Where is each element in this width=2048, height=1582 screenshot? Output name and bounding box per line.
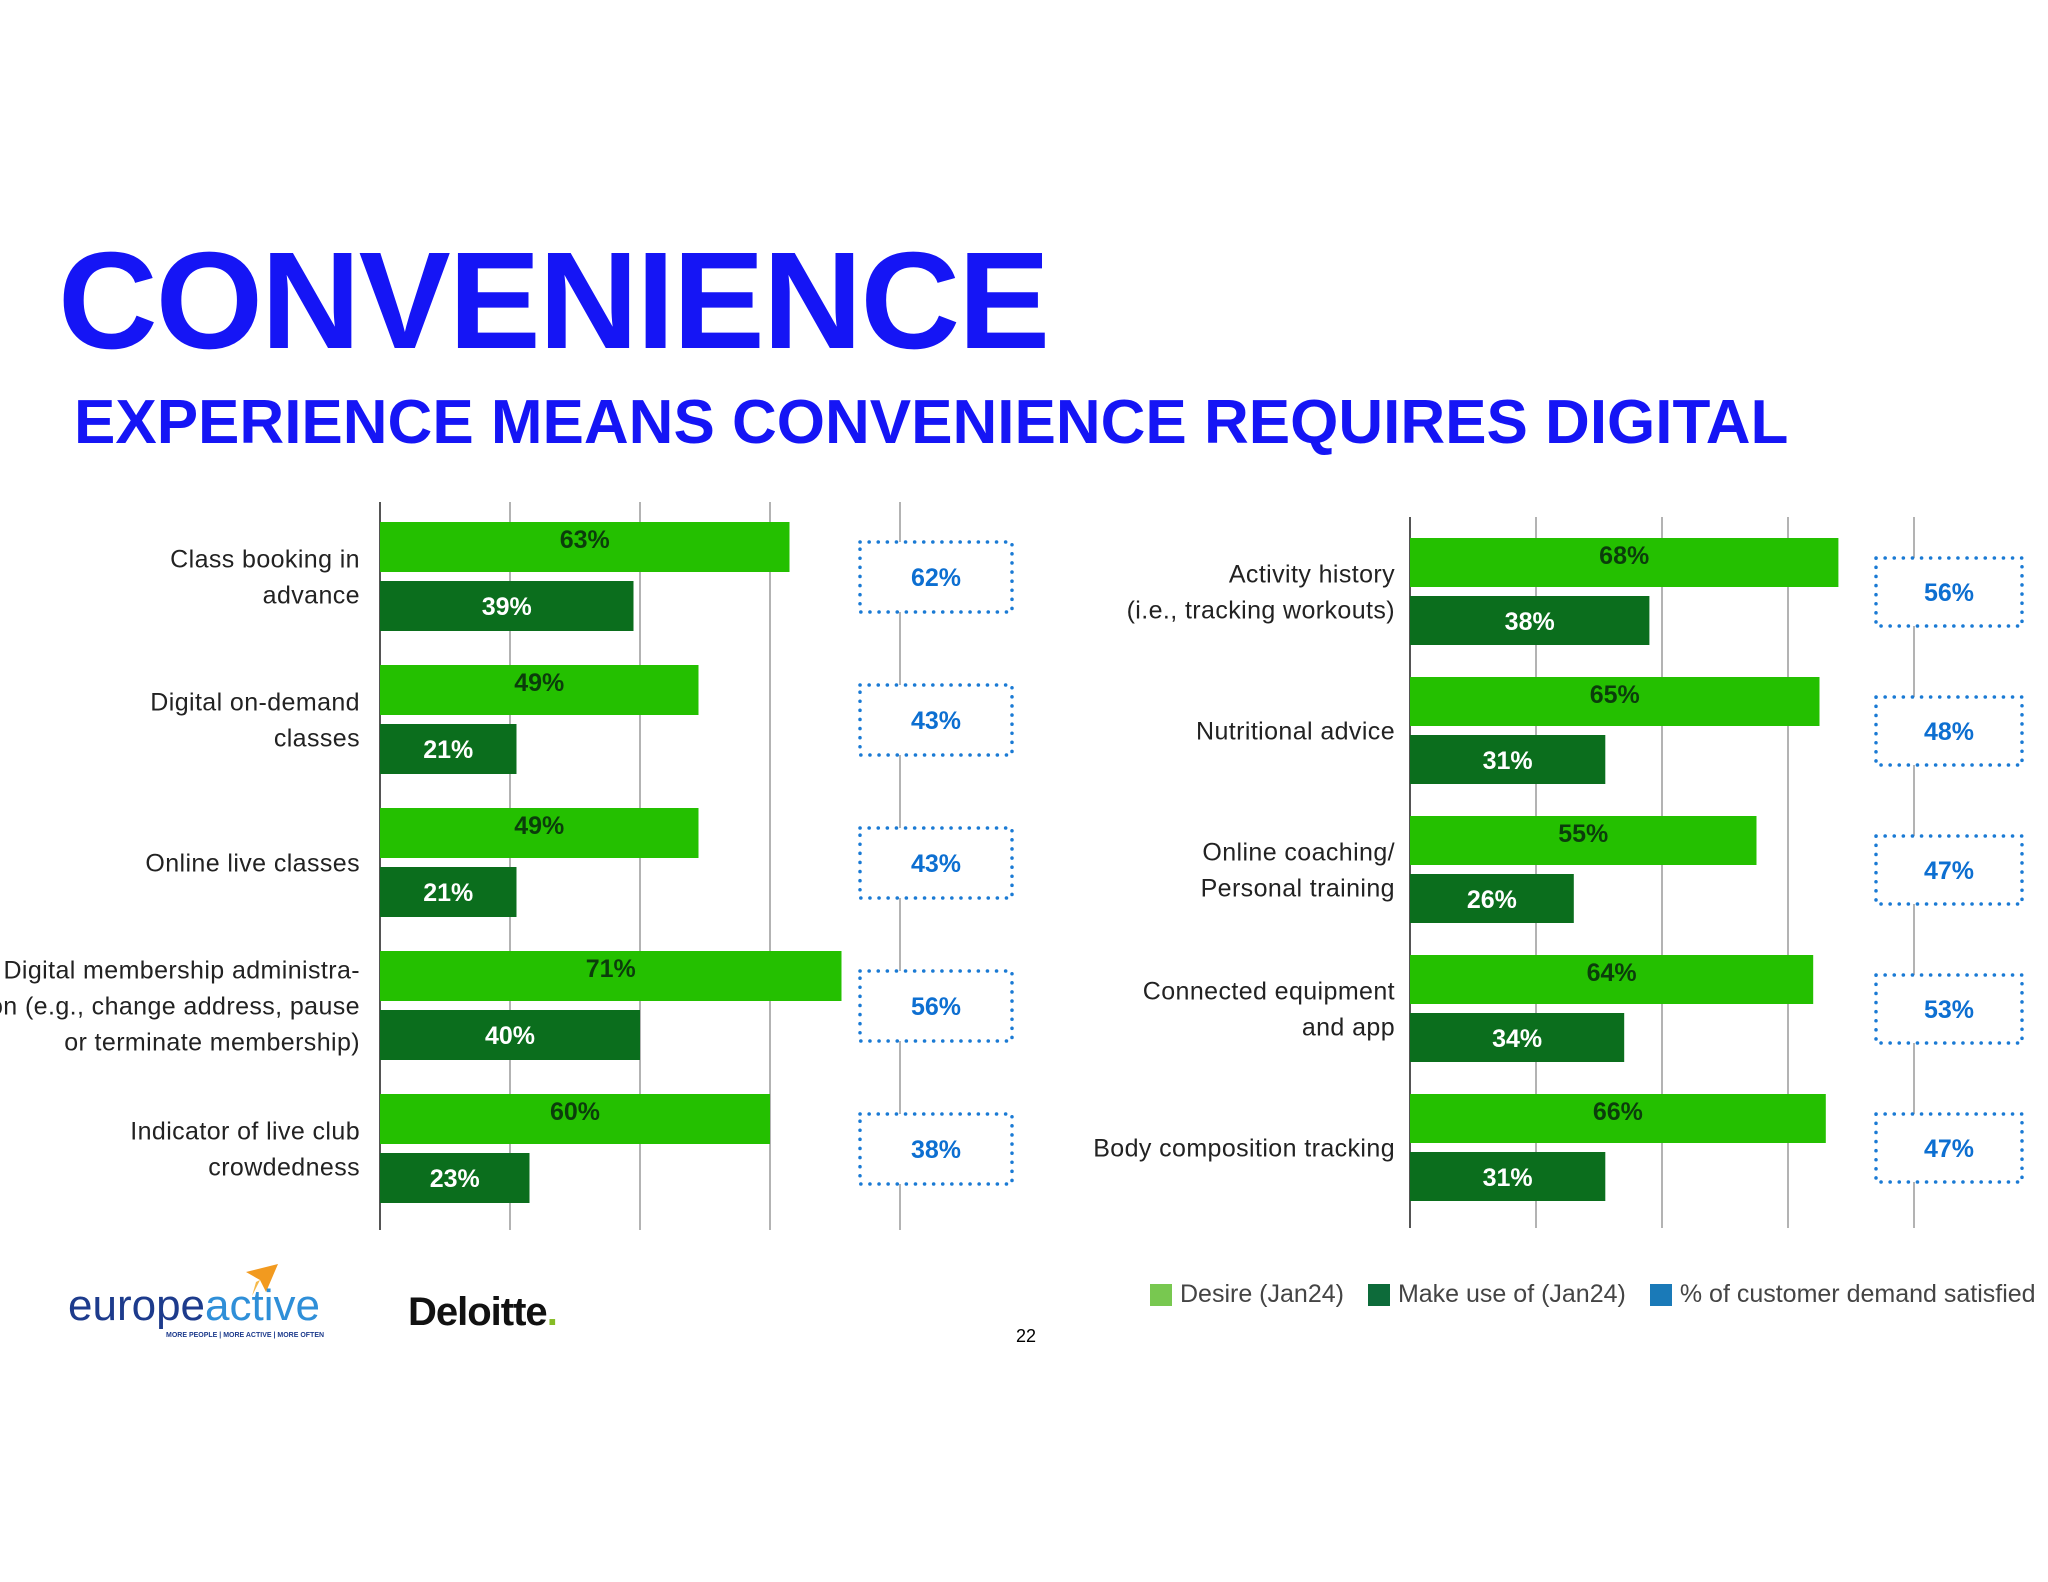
chart-left-satisfied-box [858,969,1014,1043]
chart-left-category-label: Indicator of live club [130,1118,360,1146]
chart-left-bar-make-use [380,1010,640,1060]
chart-left-category-label: Class booking in [170,546,360,574]
chart-right-label-make-use: 31% [1483,747,1533,775]
chart-left-label-make-use: 21% [423,736,473,764]
chart-left-satisfied-box [858,540,1014,614]
legend-swatch-satisfied [1649,1283,1672,1306]
chart-right-bar-make-use [1410,735,1606,784]
chart-right: 68% 38% 56% Activity history (i.e., tracking… [1093,517,2024,1228]
chart-left-label-desire: 49% [514,669,564,697]
chart-right-satisfied-value: 53% [1924,996,1974,1024]
europeactive-logo: europeactive MORE PEOPLE | MORE ACTIVE |… [68,1262,358,1342]
europeactive-wordmark: europeactive [68,1281,320,1330]
chart-left-satisfied-value: 38% [911,1136,961,1164]
europeactive-tagline: MORE PEOPLE | MORE ACTIVE | MORE OFTEN [166,1332,325,1339]
chart-right-category-label: Activity history [1229,561,1395,589]
chart-right-satisfied-box [1874,556,2024,628]
chart-right-category-label: Personal training [1201,875,1395,903]
chart-right-label-desire: 65% [1590,681,1640,709]
chart-left-bar-desire [380,951,842,1001]
legend: Desire (Jan24) Make use of (Jan24) % of … [1150,1280,2036,1309]
chart-right-category-label: (i.e., tracking workouts) [1127,597,1395,625]
legend-swatch-make-use [1367,1283,1390,1306]
chart-right-satisfied-value: 47% [1924,1135,1974,1163]
chart-right-label-desire: 66% [1593,1098,1643,1126]
chart-left-satisfied-value: 43% [911,707,961,735]
chart-right-satisfied-value: 56% [1924,579,1974,607]
deloitte-logo: Deloitte. [408,1290,558,1334]
chart-left-category-label: Online live classes [145,850,360,878]
chart-left-category-label: tion (e.g., change address, pause [0,993,360,1021]
chart-left-label-make-use: 23% [430,1165,480,1193]
page-number: 22 [1016,1326,1037,1346]
chart-left-bar-desire [380,808,699,858]
chart-left-satisfied-box [858,826,1014,900]
chart-left-satisfied-value: 56% [911,993,961,1021]
chart-left-bar-make-use [380,867,517,917]
chart-right-label-make-use: 31% [1483,1164,1533,1192]
chart-left-satisfied-value: 62% [911,564,961,592]
chart-left-bar-desire [380,522,790,572]
chart-left-bar-desire [380,665,699,715]
chart-left-category-label: classes [274,725,360,753]
chart-right-bar-make-use [1410,596,1650,645]
chart-right-label-desire: 68% [1599,542,1649,570]
chart-left-label-desire: 60% [550,1098,600,1126]
page-title: CONVENIENCE [58,224,1050,378]
chart-left-satisfied-box [858,1112,1014,1186]
chart-right-bar-make-use [1410,1013,1625,1062]
chart-left-bar-desire [380,1094,770,1144]
chart-right-label-make-use: 38% [1505,608,1555,636]
chart-left-category-label: Digital on-demand [150,689,360,717]
chart-left-satisfied-box [858,683,1014,757]
chart-left-category-label: Digital membership administra- [3,957,360,985]
chart-left-category-label: crowdedness [208,1154,360,1182]
chart-right-satisfied-value: 48% [1924,718,1974,746]
chart-right-category-label: Connected equipment [1143,978,1395,1006]
chart-left-label-desire: 71% [586,955,636,983]
chart-right-bar-desire [1410,1094,1826,1143]
chart-right-category-label: and app [1302,1014,1395,1042]
chart-left-bar-make-use [380,724,517,774]
chart-left-bar-make-use [380,1153,530,1203]
chart-left-bar-make-use [380,581,634,631]
chart-left-category-label: or terminate membership) [64,1029,360,1057]
chart-left-label-desire: 49% [514,812,564,840]
chart-right-bar-desire [1410,677,1820,726]
chart-right-bar-desire [1410,816,1757,865]
legend-item-desire: Desire (Jan24) [1150,1280,1344,1309]
legend-swatch-desire [1150,1283,1172,1306]
chart-right-bar-desire [1410,955,1814,1004]
chart-left-label-desire: 63% [560,526,610,554]
chart-right-satisfied-box [1874,1112,2024,1184]
legend-label-make-use: Make use of (Jan24) [1397,1280,1626,1308]
chart-right-label-make-use: 26% [1467,886,1517,914]
chart-right-bar-desire [1410,538,1839,587]
chart-right-satisfied-box [1874,973,2024,1045]
chart-right-satisfied-box [1874,695,2024,767]
chart-right-label-make-use: 34% [1492,1025,1542,1053]
chart-left-category-label: advance [263,582,360,610]
chart-left-label-make-use: 40% [485,1022,535,1050]
runner-mark-icon [246,1264,278,1296]
chart-right-category-label: Online coaching/ [1202,839,1395,867]
legend-item-satisfied: % of customer demand satisfied [1649,1280,2036,1309]
chart-right-category-label: Body composition tracking [1093,1135,1395,1163]
chart-right-bar-make-use [1410,874,1574,923]
chart-right-label-desire: 64% [1587,959,1637,987]
chart-right-satisfied-value: 47% [1924,857,1974,885]
chart-right-category-label: Nutritional advice [1196,718,1395,746]
legend-label-desire: Desire (Jan24) [1180,1280,1344,1308]
chart-left: 63% 39% 62% Class booking in advance 49% 21% 43… [0,502,1014,1230]
page-subtitle: EXPERIENCE MEANS CONVENIENCE REQUIRES DI… [74,388,1789,457]
chart-right-label-desire: 55% [1558,820,1608,848]
chart-left-satisfied-value: 43% [911,850,961,878]
chart-left-label-make-use: 39% [482,593,532,621]
chart-left-label-make-use: 21% [423,879,473,907]
chart-right-bar-make-use [1410,1152,1606,1201]
legend-item-make-use: Make use of (Jan24) [1367,1280,1626,1309]
chart-right-satisfied-box [1874,834,2024,906]
legend-label-satisfied: % of customer demand satisfied [1679,1280,2036,1308]
